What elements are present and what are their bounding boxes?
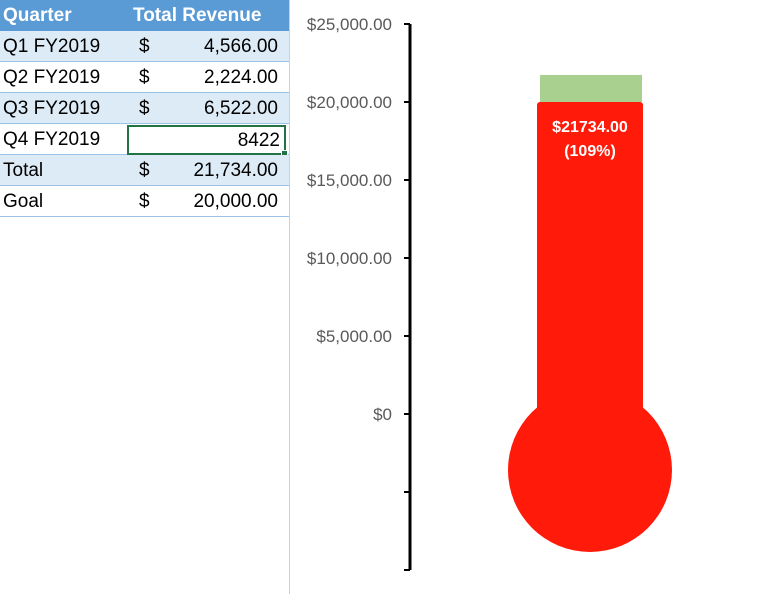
active-cell-value: 8422 — [237, 130, 280, 151]
thermometer-column — [537, 102, 643, 426]
table-header-row: Quarter Total Revenue — [0, 0, 289, 31]
data-label-value: $21734.00 — [552, 119, 628, 136]
active-cell-q4-value[interactable]: 8422 — [127, 125, 288, 157]
table-row: Q1 FY2019 $ 4,566.00 — [0, 31, 289, 62]
row-value[interactable]: 20,000.00 — [193, 191, 278, 212]
row-label[interactable]: Q2 FY2019 — [3, 67, 101, 88]
table-row: Q3 FY2019 $ 6,522.00 — [0, 93, 289, 124]
table-row: Goal $ 20,000.00 — [0, 186, 289, 217]
currency-symbol: $ — [139, 36, 150, 57]
row-label[interactable]: Q3 FY2019 — [3, 98, 101, 119]
currency-symbol: $ — [139, 191, 150, 212]
header-total-revenue[interactable]: Total Revenue — [133, 5, 262, 26]
chart-canvas: $0 $5,000.00 $10,000.00 $15,000.00 $20,000.0… — [307, 15, 672, 571]
row-label[interactable]: Q1 FY2019 — [3, 36, 101, 57]
currency-symbol: $ — [139, 67, 150, 88]
y-tick-label: $0 — [373, 405, 392, 424]
table-row: Total $ 21,734.00 — [0, 155, 289, 186]
data-label-percent: (109%) — [564, 143, 616, 160]
table-row: Q2 FY2019 $ 2,224.00 — [0, 62, 289, 93]
y-tick-label: $10,000.00 — [307, 249, 392, 268]
y-tick-label: $20,000.00 — [307, 93, 392, 112]
row-value[interactable]: 2,224.00 — [204, 67, 278, 88]
thermometer-bulb — [508, 388, 672, 552]
row-label[interactable]: Goal — [3, 191, 44, 212]
row-value[interactable]: 4,566.00 — [204, 36, 278, 57]
y-tick-label: $5,000.00 — [316, 327, 392, 346]
y-tick-label: $25,000.00 — [307, 15, 392, 34]
row-label[interactable]: Q4 FY2019 — [3, 129, 101, 150]
y-tick-label: $15,000.00 — [307, 171, 392, 190]
currency-symbol: $ — [139, 160, 150, 181]
header-quarter[interactable]: Quarter — [3, 5, 72, 26]
spreadsheet: Quarter Total Revenue Q1 FY2019 $ 4,566.… — [0, 0, 289, 594]
over-goal-bar — [540, 74, 642, 102]
row-label[interactable]: Total — [3, 160, 44, 181]
pane-divider — [289, 0, 290, 594]
row-value[interactable]: 21,734.00 — [193, 160, 278, 181]
thermometer-chart[interactable]: $0 $5,000.00 $10,000.00 $15,000.00 $20,000.0… — [290, 0, 784, 594]
row-value[interactable]: 6,522.00 — [204, 98, 278, 119]
currency-symbol: $ — [139, 98, 150, 119]
